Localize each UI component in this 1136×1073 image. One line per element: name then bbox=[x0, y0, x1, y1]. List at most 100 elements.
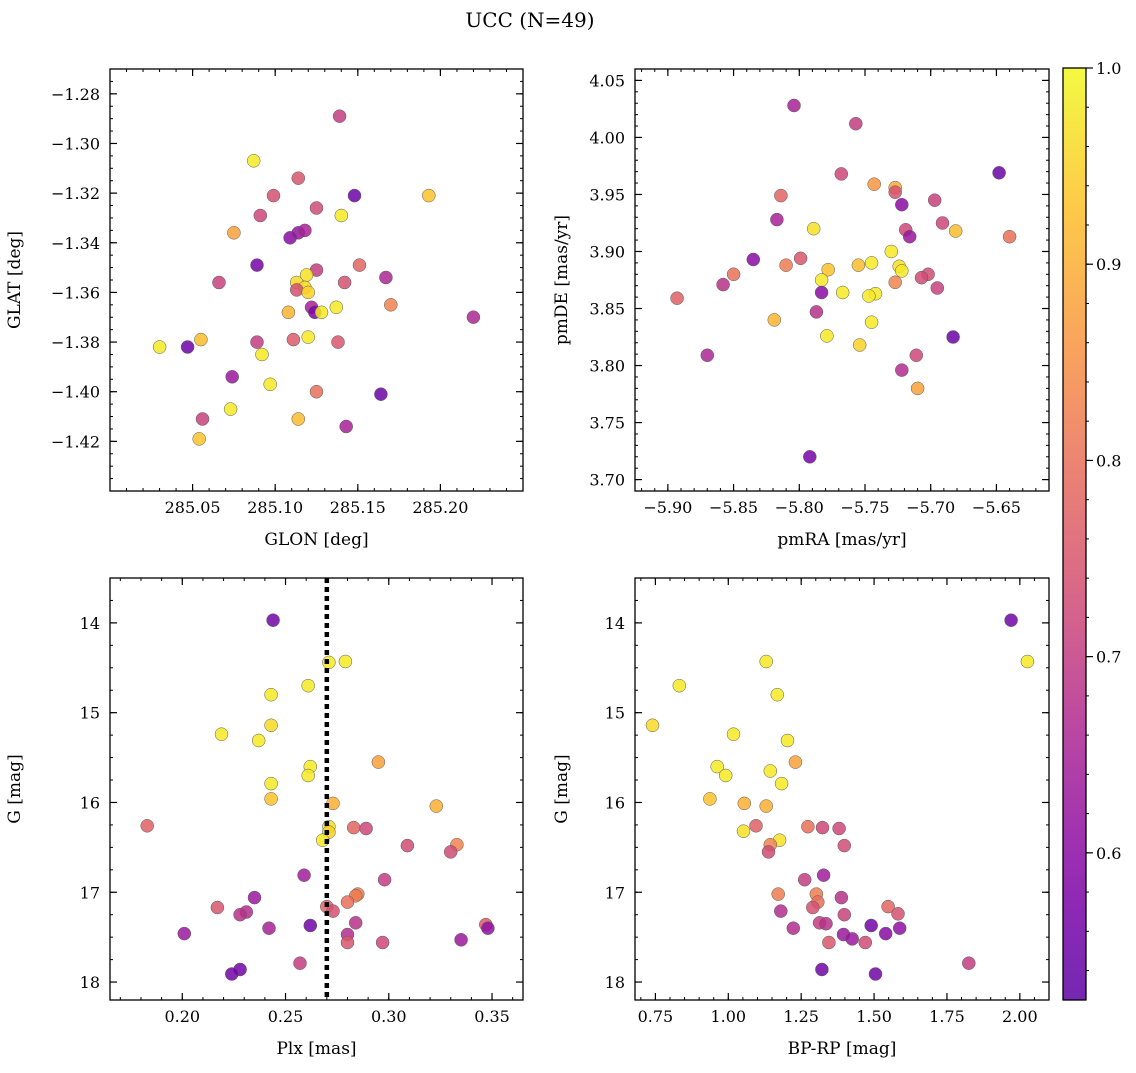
data-point bbox=[1004, 613, 1018, 627]
data-point bbox=[384, 298, 398, 312]
colorbar-tick-label: 0.6 bbox=[1096, 844, 1121, 863]
ticks bbox=[635, 577, 1050, 1000]
data-point bbox=[346, 820, 361, 835]
data-point bbox=[834, 890, 849, 905]
data-point bbox=[767, 313, 782, 327]
data-point bbox=[726, 267, 741, 282]
data-point bbox=[309, 384, 324, 399]
data-point bbox=[331, 335, 345, 349]
data-point bbox=[820, 329, 834, 343]
colorbar-gradient bbox=[1062, 67, 1087, 1001]
data-point bbox=[454, 933, 468, 947]
data-point bbox=[815, 820, 830, 835]
data-point bbox=[348, 916, 363, 930]
ticks bbox=[109, 68, 524, 492]
y-tick-label: 16 bbox=[605, 793, 625, 812]
data-point bbox=[379, 270, 393, 285]
y-tick-label: 18 bbox=[605, 973, 625, 992]
panel-plx-g: 0.20 0.25 0.30 0.35 14 15 16 17 18 Plx [mas] G [ma… bbox=[5, 577, 524, 1059]
data-point bbox=[177, 926, 192, 941]
data-point bbox=[1020, 654, 1035, 669]
y-tick-label: 3.80 bbox=[589, 357, 625, 376]
data-point bbox=[761, 845, 776, 859]
panel-bprp-g: 0.75 1.00 1.25 1.50 1.75 2.00 14 15 16 17 18 BP-RP … bbox=[552, 577, 1050, 1059]
data-point bbox=[266, 188, 281, 203]
y-tick-label: −1.36 bbox=[51, 283, 100, 302]
y-tick-label: 14 bbox=[605, 614, 625, 633]
y-tick-label: −1.30 bbox=[51, 134, 100, 153]
x-axis-label: GLON [deg] bbox=[264, 530, 368, 550]
data-point bbox=[301, 768, 315, 783]
data-point bbox=[339, 419, 353, 434]
y-axis-label: G [mag] bbox=[5, 754, 25, 823]
data-point bbox=[212, 275, 226, 290]
data-point bbox=[909, 348, 924, 363]
data-point bbox=[291, 412, 306, 426]
data-point bbox=[264, 776, 278, 791]
data-point bbox=[834, 167, 849, 181]
data-point bbox=[759, 654, 773, 669]
x-tick-label: 285.05 bbox=[165, 498, 221, 517]
data-point bbox=[801, 819, 815, 834]
x-tick-label: 1.75 bbox=[929, 1007, 965, 1026]
data-point bbox=[371, 755, 386, 769]
data-point bbox=[262, 921, 276, 935]
y-tick-label: −1.42 bbox=[51, 432, 100, 451]
data-point bbox=[868, 967, 883, 981]
data-point bbox=[858, 935, 873, 950]
data-point bbox=[250, 258, 264, 272]
data-point bbox=[774, 188, 788, 203]
x-tick-label: 0.35 bbox=[474, 1007, 510, 1026]
data-point bbox=[891, 907, 905, 921]
x-tick-label: 0.30 bbox=[371, 1007, 407, 1026]
data-point bbox=[375, 935, 390, 950]
data-point bbox=[429, 799, 444, 813]
data-point bbox=[301, 678, 315, 693]
data-point bbox=[749, 819, 763, 833]
data-point bbox=[935, 216, 950, 230]
data-point bbox=[864, 918, 878, 933]
data-point bbox=[864, 256, 879, 270]
data-point bbox=[337, 275, 352, 290]
y-tick-label: 3.90 bbox=[589, 242, 625, 261]
y-tick-label: 14 bbox=[80, 614, 100, 633]
data-point bbox=[837, 838, 852, 853]
data-point bbox=[716, 277, 730, 292]
data-point bbox=[481, 921, 495, 935]
data-point bbox=[152, 340, 167, 354]
x-axis-label: BP-RP [mag] bbox=[788, 1039, 897, 1059]
data-point bbox=[210, 900, 225, 915]
data-point bbox=[338, 654, 353, 669]
data-point bbox=[992, 166, 1006, 180]
data-point bbox=[786, 921, 801, 935]
data-point bbox=[822, 935, 836, 950]
data-point bbox=[227, 226, 241, 240]
colorbar-tick-label: 0.8 bbox=[1096, 451, 1121, 470]
y-tick-label: −1.32 bbox=[51, 184, 100, 203]
data-point bbox=[214, 727, 229, 741]
data-point bbox=[862, 289, 876, 303]
data-point bbox=[289, 283, 304, 297]
data-point bbox=[821, 262, 835, 277]
axes-frame bbox=[634, 577, 1050, 1001]
data-point bbox=[194, 332, 208, 347]
panel-glon-glat: 285.05 285.10 285.15 285.20 −1.28 −1.30 −1.32 −… bbox=[5, 68, 524, 550]
data-point bbox=[140, 819, 154, 833]
data-point bbox=[1002, 229, 1017, 244]
data-point bbox=[225, 370, 239, 384]
data-point bbox=[774, 776, 789, 791]
x-tick-label: −5.65 bbox=[972, 498, 1021, 517]
figure-title: UCC (N=49) bbox=[465, 8, 594, 32]
colorbar-tick-label: 0.9 bbox=[1096, 255, 1121, 274]
data-point bbox=[377, 872, 392, 887]
data-point bbox=[291, 171, 306, 185]
y-tick-label: −1.34 bbox=[51, 234, 100, 253]
x-tick-label: 285.10 bbox=[247, 498, 303, 517]
data-point bbox=[770, 212, 784, 227]
data-point bbox=[806, 900, 820, 915]
data-point bbox=[314, 305, 329, 320]
axes-frame bbox=[109, 577, 524, 1001]
data-point bbox=[255, 347, 269, 362]
x-tick-label: 2.00 bbox=[1002, 1007, 1038, 1026]
